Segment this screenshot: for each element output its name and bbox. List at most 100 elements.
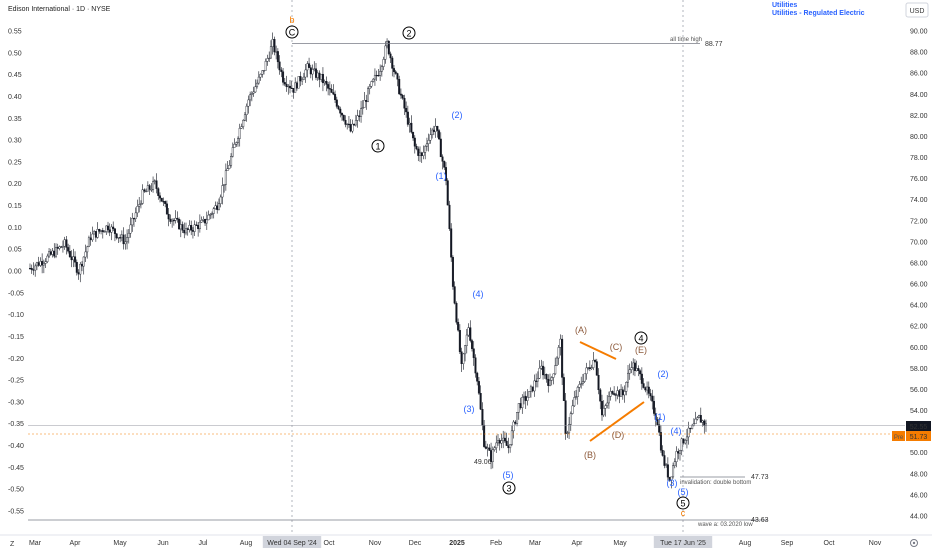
candle-body: [308, 63, 311, 68]
candle-body: [581, 381, 584, 384]
candle-body: [132, 218, 135, 220]
candle-body: [549, 380, 552, 386]
right-axis-tick: 72.00: [910, 218, 928, 225]
time-axis-label: Aug: [240, 540, 253, 547]
candle-body: [601, 401, 604, 416]
candle-body: [542, 365, 545, 376]
gear-icon[interactable]: [910, 539, 918, 547]
candle-body: [306, 63, 309, 71]
candle-body: [630, 367, 633, 370]
candle-body: [347, 123, 350, 126]
candle-body: [200, 220, 203, 223]
time-axis-label: Wed 04 Sep '24: [267, 540, 317, 547]
right-axis-tick: 44.00: [910, 514, 928, 521]
candle-body: [245, 105, 248, 116]
candle-body: [677, 451, 680, 454]
currency-button[interactable]: [905, 2, 929, 18]
zoom-z-label[interactable]: Z: [10, 541, 15, 548]
wave-blue-2-minor: (2): [658, 369, 669, 379]
candle-body: [502, 437, 505, 441]
candle-body: [436, 125, 439, 131]
wave-blue-1-minor: (1): [655, 412, 666, 422]
candle-body: [495, 442, 498, 449]
candle-body: [44, 261, 47, 264]
candle-body: [573, 397, 576, 407]
candle-body: [42, 263, 45, 266]
candle-body: [524, 395, 527, 401]
candle-body: [226, 168, 229, 171]
candle-body: [531, 386, 534, 392]
candle-body: [521, 397, 524, 409]
wave-brown-C: (C): [610, 342, 623, 352]
candle-body: [691, 425, 694, 429]
invalidation-note: invalidation: double bottom: [680, 480, 751, 486]
candle-body: [569, 413, 572, 425]
candle-body: [242, 120, 245, 127]
candle-body: [552, 373, 555, 378]
candle-body: [405, 108, 408, 113]
time-axis-label: Mar: [529, 540, 542, 547]
candle-body: [29, 268, 32, 270]
wave-orange-b: b: [289, 15, 294, 25]
candle-body: [77, 272, 80, 275]
candle-body: [41, 261, 44, 266]
right-axis-tick: 50.00: [910, 450, 928, 457]
candle-body: [583, 373, 586, 382]
pre-market-label: Pre: [894, 435, 904, 441]
candle-body: [160, 197, 163, 202]
right-axis-tick: 88.00: [910, 50, 928, 57]
time-axis-label: Nov: [369, 540, 382, 547]
candle-body: [103, 231, 106, 233]
candle-body: [30, 268, 33, 270]
candle-body: [37, 262, 40, 266]
pre-market-value: 51.73: [910, 434, 928, 441]
industry-link[interactable]: Utilities - Regulated Electric: [772, 10, 865, 17]
candle-body: [141, 189, 144, 204]
candle-body: [417, 148, 420, 156]
candle-body: [665, 464, 668, 466]
candle-body: [590, 367, 593, 369]
candle-body: [594, 360, 597, 362]
candle-body: [663, 455, 666, 466]
candle-body: [48, 251, 51, 257]
sector-link[interactable]: Utilities: [772, 2, 797, 9]
candle-body: [219, 196, 222, 204]
right-axis-tick: 46.00: [910, 492, 928, 499]
candle-body: [571, 405, 574, 414]
left-axis-tick: 0.15: [8, 203, 22, 210]
candle-body: [536, 377, 539, 382]
time-axis[interactable]: Mar Apr May Jun Jul Aug Wed 04 Sep '24 Oct Nov De…: [29, 536, 882, 548]
candle-body: [602, 408, 605, 416]
candle-body: [285, 83, 288, 87]
candle-body: [190, 225, 193, 231]
candle-body: [236, 138, 239, 143]
candle-body: [403, 97, 406, 109]
candle-body: [415, 146, 418, 150]
candle-body: [68, 251, 71, 257]
left-axis-tick: 0.20: [8, 181, 22, 188]
candle-body: [221, 185, 224, 198]
left-axis-tick: -0.35: [8, 421, 24, 428]
candle-body: [379, 71, 382, 76]
candle-body: [341, 113, 344, 116]
candle-body: [145, 190, 148, 193]
candle-body: [445, 167, 448, 181]
candle-body: [231, 147, 234, 157]
time-axis-label: Mar: [29, 540, 42, 547]
candle-body: [131, 218, 134, 226]
candle-body: [139, 203, 142, 205]
candle-body: [481, 409, 484, 426]
candle-body: [105, 225, 108, 232]
right-axis-tick: 86.00: [910, 71, 928, 78]
right-axis-tick: 68.00: [910, 260, 928, 267]
svg-text:C: C: [289, 28, 296, 38]
candle-body: [327, 84, 330, 89]
candle-body: [356, 115, 359, 121]
candle-body: [621, 389, 624, 396]
candle-body: [649, 393, 652, 397]
candle-body: [453, 286, 456, 304]
candle-body: [230, 156, 233, 166]
candle-body: [136, 206, 139, 214]
wave-brown-A: (A): [575, 325, 587, 335]
